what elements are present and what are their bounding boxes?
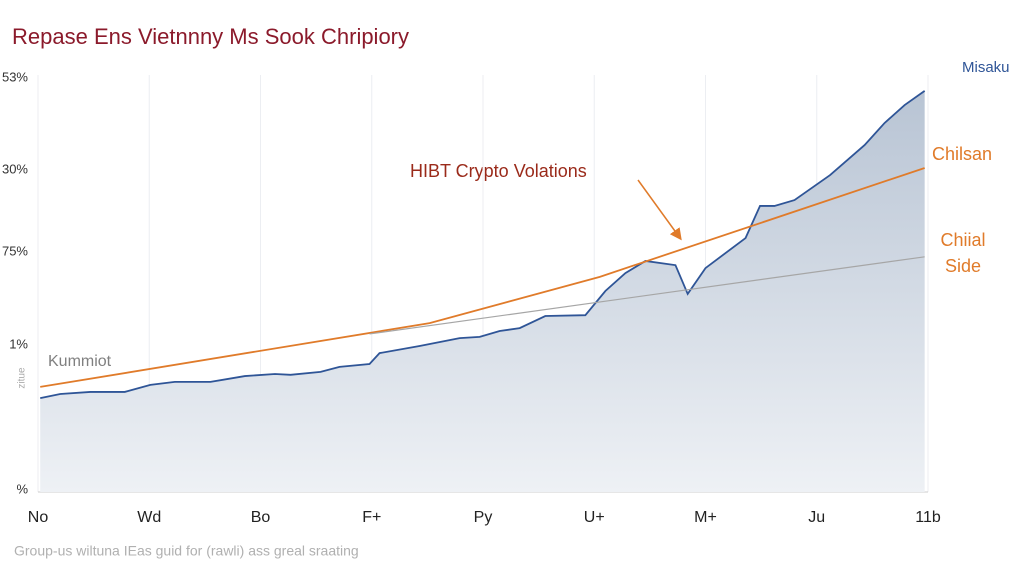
annotation: HIBT Crypto Volations — [410, 161, 587, 181]
chart-title: Repase Ens Vietnnny Ms Sook Chripiory — [12, 24, 409, 49]
y-axis-label: 1% — [9, 336, 28, 351]
x-tick-label: Ju — [808, 509, 825, 526]
annotation-arrow — [637, 179, 682, 241]
x-tick-label: Bo — [251, 509, 271, 526]
legend-label: Chilsan — [932, 144, 992, 164]
y-axis-title: zitue — [17, 367, 28, 389]
y-axis-label: 30% — [2, 161, 28, 176]
x-tick-label: Wd — [137, 509, 161, 526]
x-tick-label: U+ — [584, 509, 605, 526]
series-line — [40, 90, 926, 400]
y-axis-label: 75% — [2, 243, 28, 258]
area — [40, 90, 925, 492]
legend-label: Chiial Side — [940, 230, 986, 276]
x-tick-label: 11b — [915, 509, 941, 526]
series-line — [369, 256, 925, 335]
x-tick-label: M+ — [694, 509, 717, 526]
x-tick-label: Py — [474, 509, 493, 526]
x-tick-label: F+ — [362, 509, 381, 526]
y-axis-label: 53% — [2, 69, 28, 84]
y-axis-label: % — [16, 481, 28, 496]
grid — [37, 75, 929, 492]
legend-label: Misaku — [962, 59, 1010, 76]
annotation: Kummiot — [48, 353, 112, 370]
footer: Group-us wiltuna IEas guid for (rawli) a… — [14, 543, 359, 559]
legend-label-box: Chiial Side — [940, 230, 986, 276]
x-tick-label: No — [28, 509, 49, 526]
series-line — [40, 167, 925, 388]
